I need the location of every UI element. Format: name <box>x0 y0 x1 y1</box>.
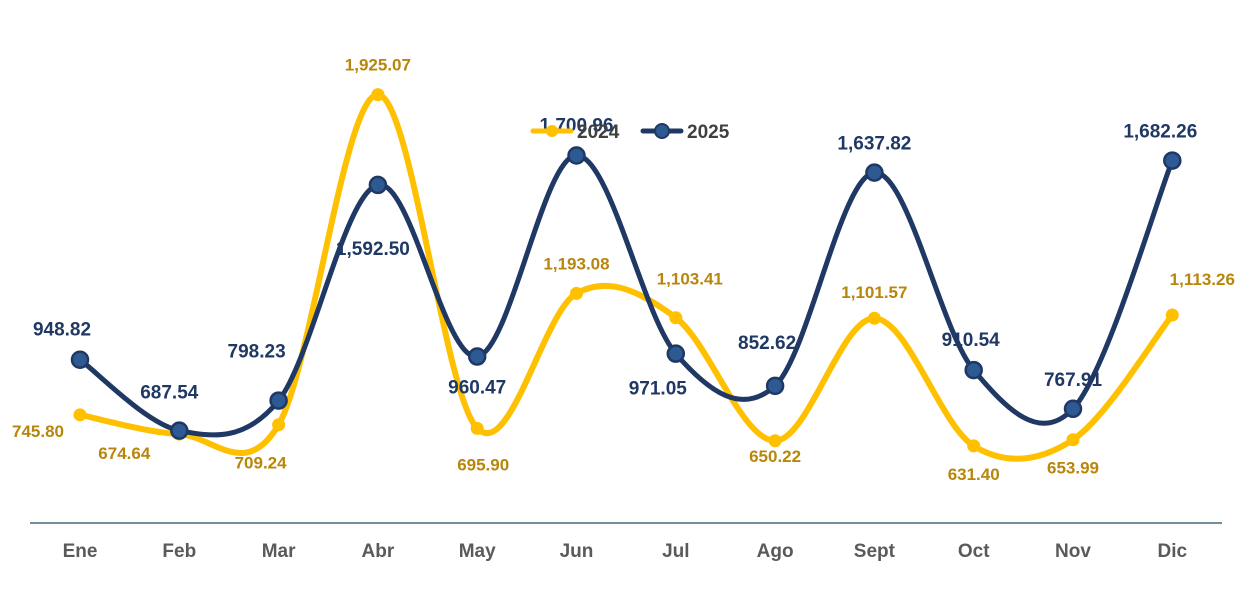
data-label-2024-jun: 1,193.08 <box>543 254 609 273</box>
data-label-2025-abr: 1,592.50 <box>336 239 410 260</box>
x-tick-label-nov: Nov <box>1055 541 1091 562</box>
data-label-2024-sept: 1,101.57 <box>841 283 907 302</box>
x-tick-label-jul: Jul <box>662 541 689 562</box>
data-label-2025-jul: 971.05 <box>629 379 688 400</box>
point-2025-may <box>467 347 487 366</box>
data-label-2024-ene: 745.80 <box>12 422 64 441</box>
x-tick-label-mar: Mar <box>262 541 296 562</box>
data-label-2024-may: 695.90 <box>457 455 509 474</box>
legend-swatch-marker-2025 <box>654 123 670 139</box>
x-tick-label-ago: Ago <box>757 541 794 562</box>
point-2025-feb <box>170 421 189 440</box>
point-2024-jun <box>570 286 583 300</box>
data-label-2025-feb: 687.54 <box>140 383 199 404</box>
legend-item-2024: 2024 <box>530 122 620 143</box>
data-label-2024-dic: 1,113.26 <box>1170 270 1235 289</box>
point-2025-abr <box>368 175 388 195</box>
data-label-2024-ago: 650.22 <box>749 447 801 466</box>
data-labels: 745.80 674.64 709.24 1,925.07 695.90 1,193.08… <box>12 56 1235 484</box>
x-tick-label-dic: Dic <box>1158 541 1188 562</box>
point-2025-dic <box>1163 151 1182 170</box>
data-label-2025-ene: 948.82 <box>33 320 91 341</box>
x-axis-tick-labels: Ene Feb Mar Abr May Jun Jul Ago Sept Oct Nov Dic <box>63 541 1188 562</box>
point-2025-sept <box>865 163 884 182</box>
point-2025-ene <box>70 350 90 369</box>
x-tick-label-feb: Feb <box>162 541 196 562</box>
data-label-2025-ago: 852.62 <box>738 333 796 354</box>
legend-swatch-marker-2024 <box>546 125 558 137</box>
point-2024-oct <box>967 439 981 453</box>
legend: 2024 2025 <box>530 122 730 143</box>
data-label-2025-mar: 798.23 <box>228 342 286 363</box>
x-tick-label-ene: Ene <box>63 541 98 562</box>
point-2025-ago <box>765 376 785 396</box>
point-2025-jun <box>567 146 586 165</box>
data-label-2024-mar: 709.24 <box>235 454 288 473</box>
point-2025-jul <box>666 344 686 363</box>
point-2024-dic <box>1165 308 1179 322</box>
point-2024-ago <box>768 434 782 448</box>
x-tick-label-oct: Oct <box>958 541 990 562</box>
data-label-2024-jul: 1,103.41 <box>657 270 723 289</box>
point-2024-abr <box>371 88 385 102</box>
series-markers <box>70 88 1182 453</box>
series-line-2025 <box>77 152 1175 438</box>
point-2024-jul <box>669 311 683 325</box>
point-2024-may <box>470 421 484 435</box>
point-2025-nov <box>1063 399 1083 419</box>
point-2024-nov <box>1066 433 1080 447</box>
data-label-2024-nov: 653.99 <box>1047 459 1099 478</box>
data-label-2025-may: 960.47 <box>448 378 506 399</box>
data-label-2025-dic: 1,682.26 <box>1123 122 1197 143</box>
x-tick-label-abr: Abr <box>362 541 395 562</box>
x-tick-label-may: May <box>459 541 496 562</box>
x-tick-label-sept: Sept <box>854 541 896 562</box>
data-label-2025-oct: 910.54 <box>942 330 1001 351</box>
point-2024-sept <box>867 311 881 325</box>
point-2025-mar <box>269 391 288 410</box>
data-label-2024-feb: 674.64 <box>98 444 151 463</box>
data-label-2024-oct: 631.40 <box>948 465 1000 484</box>
point-2024-mar <box>272 418 286 432</box>
point-2024-ene <box>73 408 87 422</box>
legend-label-2024: 2024 <box>577 122 620 143</box>
legend-label-2025: 2025 <box>687 122 730 143</box>
x-tick-label-jun: Jun <box>560 541 594 562</box>
data-label-2025-sept: 1,637.82 <box>837 134 911 155</box>
data-label-2024-abr: 1,925.07 <box>345 56 411 75</box>
series-lines <box>77 91 1176 462</box>
legend-item-2025: 2025 <box>640 122 730 143</box>
point-2025-oct <box>964 360 983 380</box>
data-label-2025-nov: 767.91 <box>1044 370 1103 391</box>
